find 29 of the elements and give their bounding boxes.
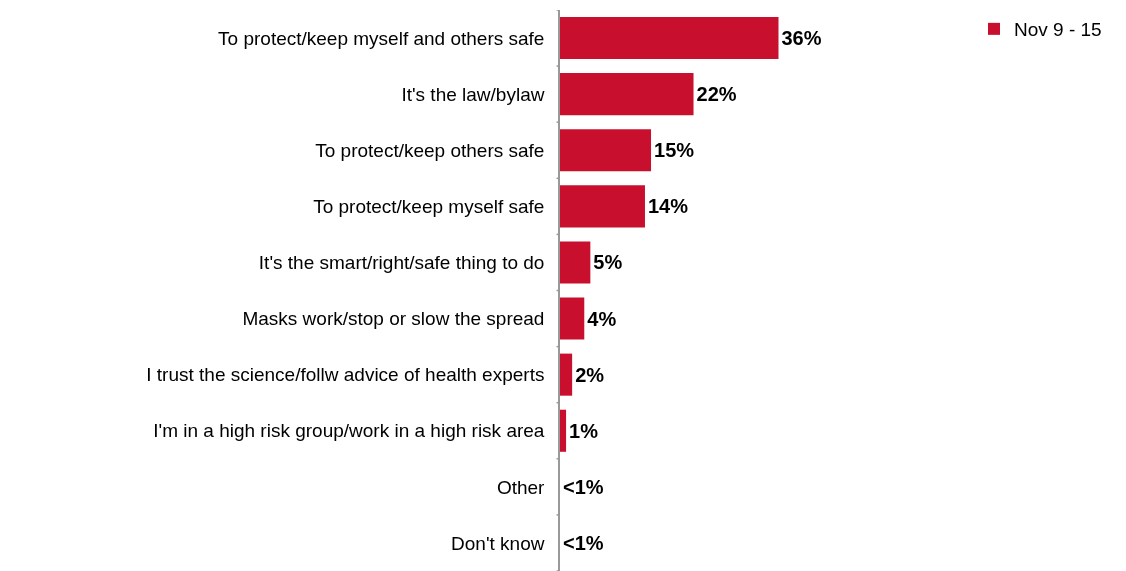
bar	[560, 241, 591, 284]
data-label: <1%	[563, 475, 604, 498]
data-label: 1%	[569, 419, 599, 442]
bar	[560, 17, 779, 60]
y-tick-label: To protect/keep myself safe	[313, 196, 545, 217]
data-label: 22%	[696, 83, 737, 106]
bar	[560, 409, 567, 452]
legend-label: Nov 9 - 15	[1014, 19, 1102, 41]
y-tick-label: Other	[496, 476, 546, 498]
y-tick-label: It's the smart/right/safe thing to do	[258, 252, 545, 274]
y-tick-label: Don't know	[451, 532, 545, 554]
bar	[560, 185, 645, 228]
data-label: 5%	[593, 251, 623, 274]
data-label: 2%	[575, 363, 605, 386]
data-label: 4%	[587, 307, 617, 330]
y-tick-label: Masks work/stop or slow the spread	[242, 308, 545, 330]
bar	[560, 353, 573, 396]
data-label: 14%	[647, 195, 689, 218]
y-tick-label: To protect/keep myself and others safe	[218, 27, 545, 49]
bar	[560, 129, 652, 172]
bar	[560, 297, 585, 340]
data-label: <1%	[563, 531, 604, 554]
y-tick-label: I'm in a high risk group/work in a high risk area	[153, 420, 545, 442]
y-tick-label: To protect/keep others safe	[315, 139, 545, 161]
bar	[560, 73, 694, 116]
data-label: 15%	[654, 139, 695, 162]
y-tick-label: It's the law/bylaw	[401, 83, 545, 105]
data-label: 36%	[781, 27, 822, 50]
y-tick-label: I trust the science/follw advice of health experts	[146, 364, 545, 386]
